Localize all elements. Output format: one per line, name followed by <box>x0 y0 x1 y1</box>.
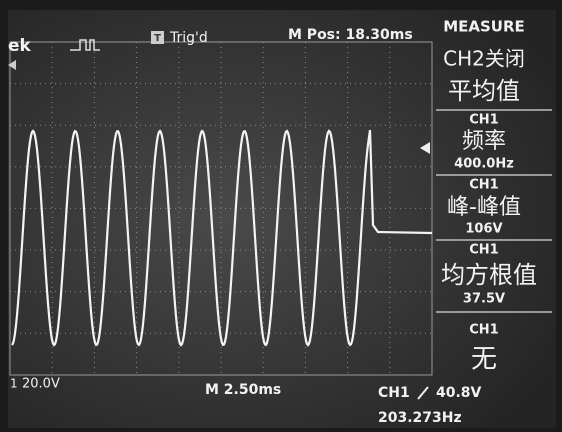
frequency: 203.273Hz <box>378 410 462 426</box>
ch1-marker: 1 <box>10 377 18 391</box>
measure-value: 106V <box>465 222 502 237</box>
page: ek T Trig'd M Pos: 18.30ms MEASURE CH2关闭… <box>0 0 562 432</box>
measure-value: 400.0Hz <box>454 157 514 172</box>
trigger-level: 40.8V <box>436 385 482 401</box>
timebase: M 2.50ms <box>205 382 281 398</box>
m-pos: M Pos: 18.30ms <box>288 27 413 43</box>
ch1-scale: 20.0V <box>22 377 60 392</box>
trigger-icon: T <box>154 33 161 44</box>
measure-source: CH1 <box>469 243 498 258</box>
measure-value: 37.5V <box>463 292 505 307</box>
measure-source: CH1 <box>469 178 498 193</box>
logo: ek <box>8 36 32 56</box>
measure-source: CH2关闭 <box>443 47 525 71</box>
measure-source: CH1 <box>469 113 498 128</box>
measure-label: 无 <box>471 345 497 375</box>
measure-label: 峰-峰值 <box>447 195 521 220</box>
measure-label: 平均值 <box>448 77 520 105</box>
measure-title: MEASURE <box>443 18 525 36</box>
oscilloscope-screen: ek T Trig'd M Pos: 18.30ms MEASURE CH2关闭… <box>0 0 562 432</box>
trigger-source: CH1 <box>378 385 410 401</box>
measure-source: CH1 <box>469 323 498 338</box>
measure-label: 均方根值 <box>441 261 537 289</box>
measure-label: 频率 <box>462 129 506 154</box>
trigger-status: Trig'd <box>169 30 208 46</box>
